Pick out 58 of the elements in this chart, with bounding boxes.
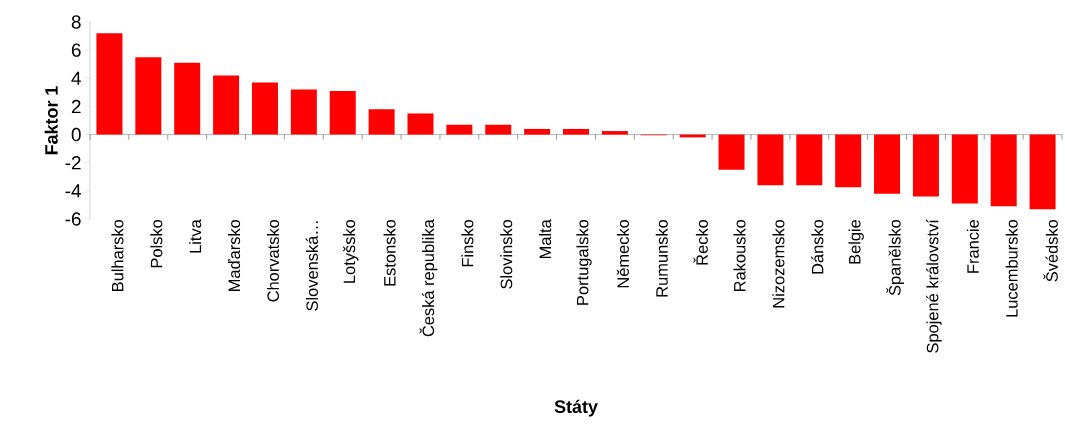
bar — [990, 134, 1017, 207]
bar — [329, 90, 356, 135]
x-tick-label: Řecko — [693, 219, 708, 265]
y-tick-label: -4 — [65, 184, 81, 198]
bar — [912, 134, 939, 197]
x-tick-label: Lucembursko — [1005, 219, 1018, 317]
y-tick-label: 8 — [71, 15, 81, 29]
x-tick-label: Španělsko — [886, 219, 904, 296]
bar — [601, 131, 628, 135]
bar — [174, 62, 201, 135]
x-tick-label: Portugalsko — [576, 219, 592, 305]
x-tick-label: Chorvatsko — [266, 219, 279, 302]
x-tick-label: Slovenská… — [305, 221, 318, 311]
x-axis-title: Státy — [554, 399, 598, 417]
x-tick-label: Bulharsko — [111, 219, 124, 291]
bar — [251, 82, 278, 135]
x-tick-label: Lotyšsko — [343, 219, 359, 283]
bar — [524, 128, 551, 135]
x-tick-label: Estonsko — [383, 219, 396, 286]
x-tick-label: Rakousko — [733, 219, 746, 291]
bar — [951, 134, 978, 204]
x-tick-label: Slovinsko — [500, 219, 513, 289]
bar — [290, 89, 317, 135]
x-tick-label: Švédsko — [1043, 219, 1058, 282]
bar — [213, 75, 240, 135]
x-tick-label: Spojené království — [926, 219, 942, 353]
bar — [874, 134, 901, 194]
bar — [368, 109, 395, 135]
bar — [446, 124, 473, 135]
y-tick-label: 6 — [71, 43, 81, 57]
x-tick-label: Rumunsko — [655, 219, 668, 297]
bar — [135, 57, 162, 135]
x-tick-label: Dánsko — [811, 219, 824, 274]
x-tick-label: Polsko — [150, 219, 163, 268]
bar — [485, 124, 512, 135]
y-tick-label: -6 — [65, 212, 81, 226]
bar — [835, 134, 862, 188]
bar — [1029, 134, 1056, 210]
x-tick-label: Francie — [966, 219, 979, 273]
x-tick-label: Malta — [539, 219, 552, 259]
bar — [796, 134, 823, 186]
y-tick-label: -2 — [65, 156, 81, 170]
bar — [718, 134, 745, 170]
bar — [563, 128, 590, 135]
x-tick-label: Nizozemsko — [772, 219, 785, 308]
y-tick-label: 4 — [71, 71, 81, 85]
y-axis-title: Faktor 1 — [44, 86, 58, 155]
y-tick-label: 2 — [71, 99, 81, 114]
x-tick-label: Česká republika — [419, 219, 438, 337]
bar — [407, 113, 434, 135]
x-tick-label: Finsko — [461, 219, 474, 267]
x-tick-label: Maďarsko — [228, 219, 241, 291]
x-tick-label: Litva — [189, 219, 202, 253]
bar — [96, 33, 123, 135]
x-tick-label: Německo — [616, 219, 629, 288]
y-tick-label: 0 — [71, 127, 81, 142]
x-tick-label: Belgie — [848, 219, 864, 264]
bar — [757, 134, 784, 186]
